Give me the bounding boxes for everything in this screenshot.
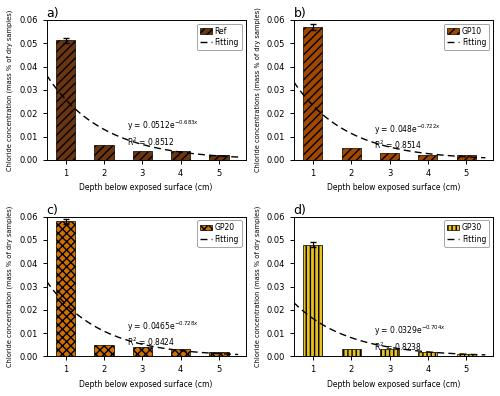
Text: y = 0.0465e$^{-0.728x}$
R$^2$ = 0.8424: y = 0.0465e$^{-0.728x}$ R$^2$ = 0.8424 <box>127 319 199 348</box>
Bar <box>94 345 114 356</box>
Y-axis label: Chloride concentration (mass % of dry samples): Chloride concentration (mass % of dry sa… <box>7 206 14 367</box>
Bar <box>133 150 152 160</box>
Bar <box>171 350 190 356</box>
Bar <box>210 155 229 160</box>
Bar <box>171 150 190 160</box>
Text: y = 0.0512e$^{-0.683x}$
R$^2$ = 0.8512: y = 0.0512e$^{-0.683x}$ R$^2$ = 0.8512 <box>127 119 199 148</box>
Legend: Ref, Fitting: Ref, Fitting <box>197 24 242 50</box>
Bar <box>133 347 152 356</box>
Bar <box>456 354 476 356</box>
Text: b): b) <box>294 7 306 20</box>
Bar <box>304 27 322 160</box>
Legend: GP20, Fitting: GP20, Fitting <box>197 221 242 247</box>
Bar <box>456 155 476 160</box>
Text: y = 0.0329e$^{-0.704x}$
R$^2$ = 0.8238: y = 0.0329e$^{-0.704x}$ R$^2$ = 0.8238 <box>374 324 446 353</box>
Bar <box>380 350 399 356</box>
Legend: GP10, Fitting: GP10, Fitting <box>444 24 489 50</box>
Legend: GP30, Fitting: GP30, Fitting <box>444 221 489 247</box>
Bar <box>56 40 76 160</box>
Bar <box>94 145 114 160</box>
Y-axis label: Chloride concentration (mass % of dry samples): Chloride concentration (mass % of dry sa… <box>7 9 14 171</box>
Text: y = 0.048e$^{-0.722x}$
R$^2$ = 0.8514: y = 0.048e$^{-0.722x}$ R$^2$ = 0.8514 <box>374 122 441 151</box>
Bar <box>418 352 438 356</box>
Bar <box>380 153 399 160</box>
X-axis label: Depth below exposed surface (cm): Depth below exposed surface (cm) <box>80 183 213 192</box>
Text: a): a) <box>46 7 59 20</box>
Bar <box>56 221 76 356</box>
Text: c): c) <box>46 204 58 217</box>
Bar <box>342 350 361 356</box>
Text: d): d) <box>294 204 306 217</box>
Bar <box>210 352 229 356</box>
Bar <box>342 148 361 160</box>
Y-axis label: Chloride concentrations (mass % of dry samples): Chloride concentrations (mass % of dry s… <box>254 8 260 172</box>
X-axis label: Depth below exposed surface (cm): Depth below exposed surface (cm) <box>80 380 213 389</box>
X-axis label: Depth below exposed surface (cm): Depth below exposed surface (cm) <box>326 183 460 192</box>
X-axis label: Depth below exposed surface (cm): Depth below exposed surface (cm) <box>326 380 460 389</box>
Y-axis label: Chloride concentration (mass % of dry samples): Chloride concentration (mass % of dry sa… <box>254 206 260 367</box>
Bar <box>304 245 322 356</box>
Bar <box>418 155 438 160</box>
